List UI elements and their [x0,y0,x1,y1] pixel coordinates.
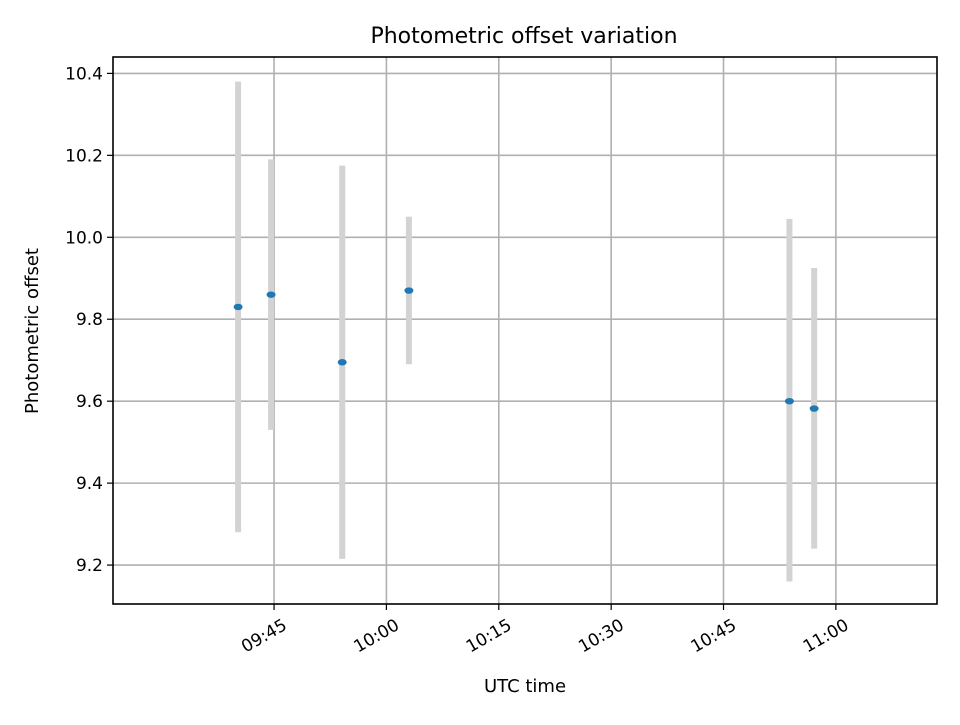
chart-title: Photometric offset variation [370,24,677,49]
y-tick-label: 9.6 [76,392,103,412]
x-tick-label: 11:00 [800,615,852,657]
data-point [784,397,794,405]
x-axis-label: UTC time [484,676,566,697]
data-point [233,303,243,311]
error-bars [235,81,818,582]
grid [113,57,937,604]
y-tick-label: 9.2 [76,556,103,576]
y-tick-label: 9.4 [76,474,103,494]
x-tick-label: 10:30 [575,615,627,657]
x-tick-label: 10:00 [350,615,402,657]
x-tick-label: 10:45 [688,615,740,657]
data-point [809,405,819,412]
data-points [233,287,819,412]
y-tick-label: 10.2 [65,146,103,166]
plot-frame [112,56,938,605]
y-axis-ticks: 9.2 9.4 9.6 9.8 10.0 10.2 10.4 [65,64,113,576]
x-tick-label: 09:45 [238,615,290,657]
data-point [404,287,414,294]
x-tick-label: 10:15 [463,615,515,657]
x-axis-ticks: 09:45 10:00 10:15 10:30 10:45 11:00 [238,604,852,657]
y-tick-label: 10.4 [65,64,103,84]
y-axis-label: Photometric offset [22,248,43,414]
data-point [266,291,276,298]
y-tick-label: 10.0 [65,228,103,248]
y-tick-label: 9.8 [76,310,103,330]
data-point [337,359,347,366]
